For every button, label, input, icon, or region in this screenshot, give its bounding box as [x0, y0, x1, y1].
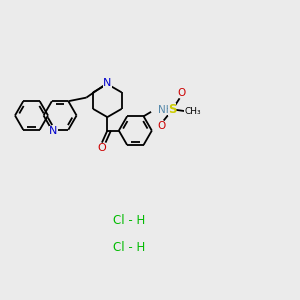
Text: O: O [98, 143, 106, 153]
Text: NH: NH [158, 105, 173, 115]
Text: N: N [103, 78, 112, 88]
Text: Cl - H: Cl - H [113, 214, 145, 227]
Text: O: O [177, 88, 185, 98]
Text: O: O [157, 121, 165, 131]
Text: S: S [168, 103, 176, 116]
Text: CH₃: CH₃ [184, 107, 201, 116]
Text: N: N [49, 126, 58, 136]
Text: Cl - H: Cl - H [113, 241, 145, 254]
